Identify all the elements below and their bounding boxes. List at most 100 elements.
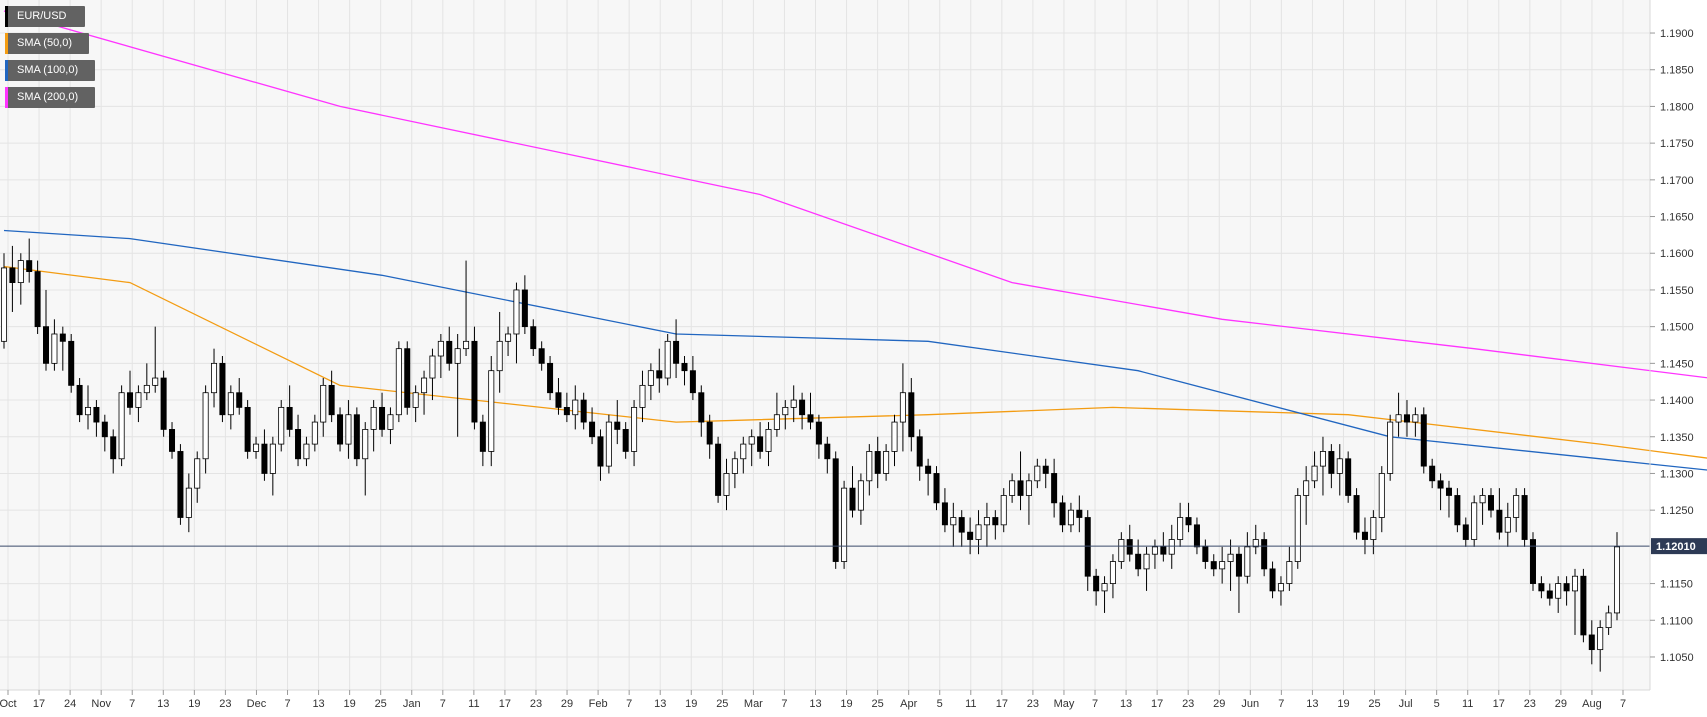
candle-body-down [1160, 546, 1167, 555]
candle [177, 444, 184, 525]
candle [253, 436, 260, 459]
x-tick-label: 13 [312, 698, 324, 710]
candle-body-up [1370, 517, 1377, 540]
x-tick-label: Nov [91, 698, 111, 710]
candle [185, 473, 192, 533]
candle-body-up [194, 458, 201, 489]
x-tick-label: 23 [530, 698, 542, 710]
candle [975, 510, 982, 555]
candle [1395, 392, 1402, 437]
candle [412, 385, 419, 423]
candle-body-down [832, 458, 839, 562]
candle [824, 436, 831, 474]
candle-body-down [177, 451, 184, 518]
x-axis: Oct 17 24 Nov 7 13 19 23 Dec 7 13 19 25 Jan 7 11 17 23 29 F… [0, 690, 1626, 710]
candle [908, 378, 915, 452]
candle-body-down [958, 517, 965, 533]
candle-body-up [1513, 495, 1520, 518]
candle-body-up [866, 451, 873, 482]
candle [379, 392, 386, 437]
x-tick-label: 11 [1462, 698, 1473, 710]
candle-body-down [1429, 465, 1436, 482]
candle [572, 385, 579, 430]
candle-body-down [1017, 480, 1024, 496]
legend-eurusd-label: EUR/USD [17, 10, 67, 22]
x-tick-label: 24 [64, 698, 76, 710]
candle [967, 517, 974, 555]
candle [1513, 488, 1520, 533]
x-tick-label: 11 [965, 698, 976, 710]
candle [1277, 576, 1284, 606]
candle-body-down [1546, 590, 1553, 599]
candle-body-up [496, 340, 503, 372]
candle [1504, 502, 1511, 547]
candle-body-up [202, 392, 209, 460]
candle [597, 429, 604, 481]
candle-body-up [740, 443, 747, 460]
candle [353, 407, 360, 467]
candle [1303, 466, 1310, 525]
legend-sma200[interactable]: SMA (200,0) [5, 87, 95, 108]
candle-body-up [1151, 546, 1158, 555]
legend-sma100[interactable]: SMA (100,0) [5, 60, 95, 81]
candle [933, 466, 940, 511]
candle [135, 385, 142, 423]
candle-body-up [841, 487, 848, 562]
candle-body-up [572, 399, 579, 416]
candle [874, 436, 881, 489]
candle-body-down [1437, 480, 1444, 489]
candle [110, 429, 117, 474]
x-tick-label: 17 [33, 698, 45, 710]
candle-body-up [1395, 414, 1402, 423]
candle-body-down [757, 436, 764, 452]
candle-body-up [1143, 553, 1150, 570]
candle [1370, 510, 1377, 555]
candle [471, 326, 478, 430]
candle [278, 400, 285, 452]
candle-body-up [269, 443, 276, 474]
candle [59, 326, 66, 371]
candle [1193, 517, 1200, 555]
candle [866, 444, 873, 496]
candle [555, 378, 562, 415]
y-tick-label: 1.1650 [1660, 212, 1694, 224]
candle [547, 356, 554, 401]
candle-body-up [1571, 575, 1578, 592]
legend-sma200-swatch [5, 87, 8, 108]
x-tick-label: Aug [1582, 698, 1602, 710]
candle-body-down [916, 436, 923, 467]
candle [698, 385, 705, 437]
y-tick-label: 1.1350 [1660, 432, 1694, 444]
candle-body-up [370, 406, 377, 430]
candle-body-up [421, 377, 428, 394]
candle [286, 385, 293, 437]
candle [689, 356, 696, 401]
candle [513, 282, 520, 364]
candle-body-down [1261, 539, 1268, 570]
candle [1009, 473, 1016, 503]
x-tick-label: 23 [1027, 698, 1039, 710]
candle-body-down [1235, 553, 1242, 577]
candle [1378, 466, 1385, 533]
candle [118, 385, 125, 467]
legend-sma50[interactable]: SMA (50,0) [5, 33, 89, 54]
candle [454, 333, 461, 437]
candle-body-up [429, 355, 436, 379]
candle-body-up [1219, 561, 1226, 570]
candle-body-down [715, 443, 722, 496]
candle-body-up [454, 348, 461, 364]
candle [899, 363, 906, 452]
sma50-line [3, 265, 1707, 459]
candle [51, 319, 58, 371]
current-price-tag-bg [1651, 538, 1707, 555]
x-tick-label: Oct [0, 698, 17, 710]
current-price-label: 1.12010 [1656, 541, 1696, 553]
candle-body-down [681, 362, 688, 372]
candle [1017, 451, 1024, 511]
legend-sma50-label: SMA (50,0) [17, 37, 73, 49]
candle [841, 480, 848, 569]
legend-eurusd[interactable]: EUR/USD [5, 6, 85, 27]
candle-body-down [555, 392, 562, 408]
candle-body-down [1580, 575, 1587, 636]
candle-body-down [656, 370, 663, 379]
